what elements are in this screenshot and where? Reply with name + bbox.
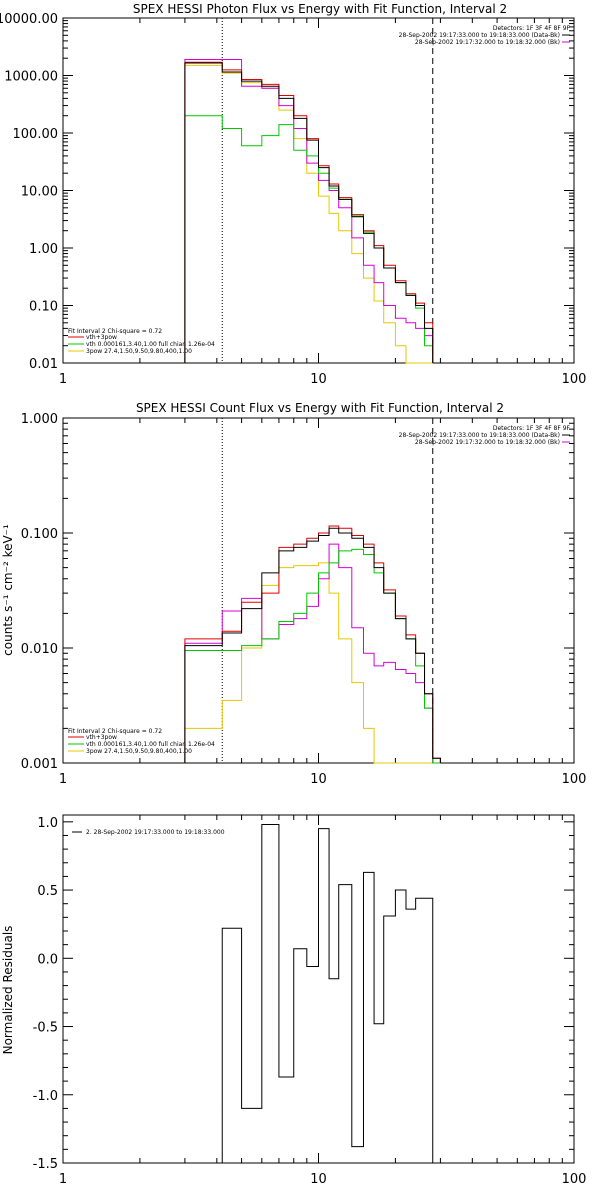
count-flux-ytick-label: 0.001 — [21, 757, 58, 772]
photon-flux-ytick-label: 1000.00 — [4, 70, 58, 85]
photon-flux-xtick-label: 100 — [562, 372, 587, 387]
count-flux-info-line-2: 28-Sep-2002 19:17:33.000 to 19:18:33.000… — [399, 432, 560, 439]
residuals-ytick-label: 0.5 — [37, 884, 58, 899]
count-flux-fit-line-3: vth 0.000161,3.40,1.00 full chian 1.26e-… — [86, 741, 215, 748]
photon-flux-series-magenta — [184, 58, 434, 363]
count-flux-series-red — [184, 525, 441, 763]
count-flux-fit-line-2: vth+3pow — [86, 734, 117, 741]
count-flux-panel: SPEX HESSI Count Flux vs Energy with Fit… — [1, 401, 586, 787]
residuals-ylabel: Normalized Residuals — [1, 926, 15, 1055]
residuals-xtick-label: 10 — [310, 1172, 327, 1187]
photon-flux-panel: SPEX HESSI Photon Flux vs Energy with Fi… — [0, 2, 586, 387]
photon-flux-fit-line-4: 3pow 27.4,1.50,9.50,9.80,400,1.00 — [86, 348, 192, 355]
count-flux-xtick-label: 1 — [59, 772, 67, 787]
photon-flux-fit-line-1: Fit Interval 2 Chi-square = 0.72 — [68, 328, 162, 335]
count-flux-info-line-3: 28-Sep-2002 19:17:32.000 to 19:18:32.000… — [415, 439, 560, 446]
residuals-legend: 2. 28-Sep-2002 19:17:33.000 to 19:18:33.… — [86, 829, 225, 836]
residuals-ytick-label: -0.5 — [33, 1021, 58, 1036]
photon-flux-ytick-label: 0.01 — [29, 357, 58, 372]
count-flux-series-magenta — [184, 543, 441, 764]
photon-flux-ytick-label: 10.00 — [21, 185, 58, 200]
photon-flux-ytick-label: 1.00 — [29, 242, 58, 257]
count-flux-ylabel: counts s⁻¹ cm⁻² keV⁻¹ — [1, 524, 15, 656]
count-flux-fit-line-4: 3pow 27.4,1.50,9.50,9.80,400,1.00 — [86, 748, 192, 755]
count-flux-title: SPEX HESSI Count Flux vs Energy with Fit… — [136, 401, 504, 415]
count-flux-xtick-label: 100 — [562, 772, 587, 787]
residuals-ytick-label: -1.5 — [33, 1157, 58, 1172]
count-flux-ytick-label: 1.000 — [21, 412, 58, 427]
count-flux-series-black — [184, 527, 441, 763]
count-flux-info-line-1: Detectors: 1F 3F 4F 8F 9F — [493, 425, 571, 432]
residuals-ytick-label: 0.0 — [37, 952, 58, 967]
photon-flux-xtick-label: 10 — [310, 372, 327, 387]
photon-flux-xtick-label: 1 — [59, 372, 67, 387]
residuals-panel: Normalized Residuals 1 10 100 1.0 0.5 0.0 -0.5… — [1, 814, 587, 1187]
residuals-series-black — [221, 824, 434, 1163]
residuals-xtick-label: 1 — [59, 1172, 67, 1187]
photon-flux-ytick-label: 0.10 — [29, 300, 58, 315]
count-flux-fit-line-1: Fit Interval 2 Chi-square = 0.72 — [68, 728, 162, 735]
photon-flux-fit-line-2: vth+3pow — [86, 334, 117, 341]
count-flux-ytick-label: 0.010 — [21, 642, 58, 657]
residuals-ytick-label: -1.0 — [33, 1089, 58, 1104]
photon-flux-info-line-2: 28-Sep-2002 19:17:33.000 to 19:18:33.000… — [399, 32, 560, 39]
residuals-ytick-label: 1.0 — [37, 816, 58, 831]
residuals-xtick-label: 100 — [562, 1172, 587, 1187]
count-flux-xtick-label: 10 — [310, 772, 327, 787]
photon-flux-ytick-label: 10000.00 — [0, 12, 58, 27]
photon-flux-fit-line-3: vth 0.000161,3.40,1.00 full chian 1.26e-… — [86, 341, 215, 348]
photon-flux-title: SPEX HESSI Photon Flux vs Energy with Fi… — [133, 2, 507, 16]
photon-flux-ytick-label: 100.00 — [13, 127, 59, 142]
photon-flux-series-black — [184, 62, 434, 363]
photon-flux-info-line-3: 28-Sep-2002 19:17:32.000 to 19:18:32.000… — [415, 39, 560, 46]
photon-flux-series-yellow — [184, 64, 433, 364]
photon-flux-info-line-1: Detectors: 1F 3F 4F 8F 9F — [493, 25, 571, 32]
count-flux-ytick-label: 0.100 — [21, 527, 58, 542]
count-flux-series-green — [184, 548, 441, 764]
